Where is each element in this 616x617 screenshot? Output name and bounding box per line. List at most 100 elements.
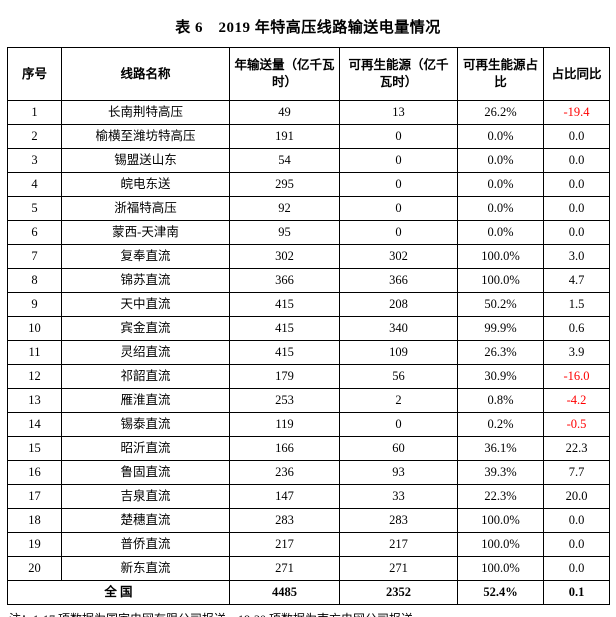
cell-renewable: 302 [339, 244, 458, 269]
cell-no: 3 [7, 148, 62, 173]
cell-annual: 295 [229, 172, 340, 197]
cell-renewable: 13 [339, 100, 458, 125]
col-header-renewable: 可再生能源（亿千瓦时） [339, 47, 458, 101]
cell-yoy: -4.2 [543, 388, 610, 413]
cell-yoy: 0.0 [543, 220, 610, 245]
cell-yoy: 22.3 [543, 436, 610, 461]
cell-name: 天中直流 [61, 292, 230, 317]
table-row: 13 雁淮直流 253 2 0.8% -4.2 [7, 388, 610, 413]
cell-renewable: 93 [339, 460, 458, 485]
cell-no: 12 [7, 364, 62, 389]
table-row: 14 锡泰直流 119 0 0.2% -0.5 [7, 412, 610, 437]
cell-yoy: -16.0 [543, 364, 610, 389]
cell-yoy: 0.0 [543, 532, 610, 557]
cell-renewable: 0 [339, 124, 458, 149]
cell-name: 灵绍直流 [61, 340, 230, 365]
cell-name: 昭沂直流 [61, 436, 230, 461]
col-header-yoy: 占比同比 [543, 47, 610, 101]
table-row: 10 宾金直流 415 340 99.9% 0.6 [7, 316, 610, 341]
cell-annual: 147 [229, 484, 340, 509]
table-row: 12 祁韶直流 179 56 30.9% -16.0 [7, 364, 610, 389]
cell-name: 雁淮直流 [61, 388, 230, 413]
cell-renewable: 56 [339, 364, 458, 389]
cell-yoy: -0.5 [543, 412, 610, 437]
cell-share: 100.0% [457, 532, 544, 557]
cell-yoy: 4.7 [543, 268, 610, 293]
cell-annual: 415 [229, 340, 340, 365]
table-row: 2 榆横至潍坊特高压 191 0 0.0% 0.0 [7, 124, 610, 149]
cell-annual: 92 [229, 196, 340, 221]
cell-yoy: 0.6 [543, 316, 610, 341]
col-header-name: 线路名称 [61, 47, 230, 101]
cell-yoy: 7.7 [543, 460, 610, 485]
cell-no: 1 [7, 100, 62, 125]
cell-yoy: 0.0 [543, 508, 610, 533]
cell-share: 26.3% [457, 340, 544, 365]
cell-renewable: 0 [339, 412, 458, 437]
table-row: 4 皖电东送 295 0 0.0% 0.0 [7, 172, 610, 197]
cell-name: 锡盟送山东 [61, 148, 230, 173]
cell-annual: 253 [229, 388, 340, 413]
cell-share: 100.0% [457, 508, 544, 533]
cell-annual: 236 [229, 460, 340, 485]
cell-share: 26.2% [457, 100, 544, 125]
cell-annual: 95 [229, 220, 340, 245]
table-row: 18 楚穗直流 283 283 100.0% 0.0 [7, 508, 610, 533]
cell-share: 0.0% [457, 148, 544, 173]
cell-no: 15 [7, 436, 62, 461]
cell-no: 4 [7, 172, 62, 197]
cell-name: 楚穗直流 [61, 508, 230, 533]
cell-share: 0.2% [457, 412, 544, 437]
cell-name: 新东直流 [61, 556, 230, 581]
cell-share: 100.0% [457, 268, 544, 293]
cell-name: 长南荆特高压 [61, 100, 230, 125]
cell-renewable: 60 [339, 436, 458, 461]
cell-renewable: 0 [339, 196, 458, 221]
cell-renewable: 0 [339, 172, 458, 197]
cell-annual: 166 [229, 436, 340, 461]
cell-no: 11 [7, 340, 62, 365]
table-row: 15 昭沂直流 166 60 36.1% 22.3 [7, 436, 610, 461]
col-header-share: 可再生能源占比 [457, 47, 544, 101]
table-row: 16 鲁固直流 236 93 39.3% 7.7 [7, 460, 610, 485]
cell-yoy: 20.0 [543, 484, 610, 509]
total-share: 52.4% [457, 580, 544, 605]
cell-share: 0.0% [457, 196, 544, 221]
cell-yoy: 0.0 [543, 172, 610, 197]
cell-annual: 179 [229, 364, 340, 389]
cell-renewable: 208 [339, 292, 458, 317]
table-row: 5 浙福特高压 92 0 0.0% 0.0 [7, 196, 610, 221]
col-header-annual: 年输送量（亿千瓦时） [229, 47, 340, 101]
cell-share: 0.0% [457, 124, 544, 149]
cell-renewable: 109 [339, 340, 458, 365]
cell-yoy: 3.0 [543, 244, 610, 269]
cell-no: 20 [7, 556, 62, 581]
table-row: 7 复奉直流 302 302 100.0% 3.0 [7, 244, 610, 269]
cell-renewable: 2 [339, 388, 458, 413]
cell-no: 2 [7, 124, 62, 149]
table-row: 17 吉泉直流 147 33 22.3% 20.0 [7, 484, 610, 509]
cell-name: 复奉直流 [61, 244, 230, 269]
cell-renewable: 33 [339, 484, 458, 509]
cell-name: 皖电东送 [61, 172, 230, 197]
footnote: 注：1-17 项数据为国家电网有限公司报送，18-20 项数据为南方电网公司报送… [9, 610, 609, 617]
table-row: 8 锦苏直流 366 366 100.0% 4.7 [7, 268, 610, 293]
cell-no: 6 [7, 220, 62, 245]
cell-share: 50.2% [457, 292, 544, 317]
table-row: 19 普侨直流 217 217 100.0% 0.0 [7, 532, 610, 557]
cell-name: 蒙西-天津南 [61, 220, 230, 245]
cell-no: 18 [7, 508, 62, 533]
cell-renewable: 271 [339, 556, 458, 581]
cell-no: 5 [7, 196, 62, 221]
cell-name: 祁韶直流 [61, 364, 230, 389]
cell-no: 19 [7, 532, 62, 557]
cell-share: 100.0% [457, 244, 544, 269]
cell-renewable: 366 [339, 268, 458, 293]
cell-no: 14 [7, 412, 62, 437]
col-header-no: 序号 [7, 47, 62, 101]
cell-name: 鲁固直流 [61, 460, 230, 485]
cell-yoy: 0.0 [543, 148, 610, 173]
cell-share: 0.8% [457, 388, 544, 413]
cell-share: 99.9% [457, 316, 544, 341]
